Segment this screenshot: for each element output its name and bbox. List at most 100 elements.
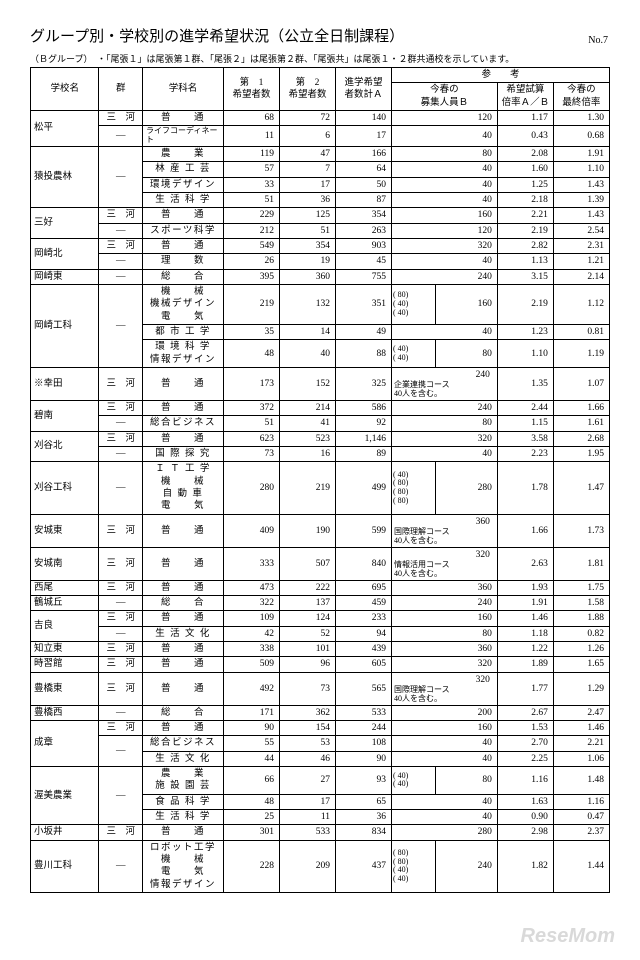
cell-r: 1.60 (497, 162, 553, 177)
cell-dept: スポーツ科学 (143, 223, 224, 238)
cell-c1: 73 (223, 447, 279, 462)
page-number: No.7 (588, 35, 608, 46)
cell-dept: Ｉ Ｔ 工 学機 械自 動 車電 気 (143, 462, 224, 514)
table-row: 吉良三 河普 通1091242331601.461.88 (31, 611, 610, 626)
cell-r: 3.58 (497, 431, 553, 446)
cell-dept: ロボット工学機 械電 気情報デザイン (143, 840, 224, 892)
table-row: 豊川工科—ロボット工学機 械電 気情報デザイン228209437( 80)( 8… (31, 840, 610, 892)
cell-c2: 19 (279, 254, 335, 269)
header-note: （Ｂグループ） ・「尾張１」は尾張第１群、「尾張２」は尾張第２群、「尾張共」は尾… (30, 52, 610, 65)
cell-school: 刈谷工科 (31, 462, 99, 514)
cell-grp: 三 河 (99, 721, 143, 736)
cell-b: 120 (392, 111, 498, 126)
cell-dept: 国 際 探 究 (143, 447, 224, 462)
cell-a: 840 (336, 547, 392, 580)
cell-r: 1.22 (497, 642, 553, 657)
table-row: 豊橋東三 河普 通49273565320国際理解コース40人を含む。1.771.… (31, 672, 610, 705)
cell-a: 88 (336, 340, 392, 368)
table-row: 豊橋西—総 合1713625332002.672.47 (31, 705, 610, 720)
cell-f: 2.21 (553, 736, 609, 751)
cell-b: 280 (392, 825, 498, 840)
cell-f: 1.30 (553, 111, 609, 126)
watermark: ReseMom (521, 925, 615, 948)
cell-school: 時習館 (31, 657, 99, 672)
cell-grp: — (99, 223, 143, 238)
cell-c2: 137 (279, 596, 335, 611)
cell-b-bracket: ( 80)( 40)( 40) (392, 285, 436, 325)
cell-c1: 322 (223, 596, 279, 611)
cell-dept: 環境デザイン (143, 177, 224, 192)
table-row: —生 活 文 化425294801.180.82 (31, 626, 610, 641)
cell-dept: 普 通 (143, 672, 224, 705)
cell-r: 2.44 (497, 401, 553, 416)
cell-grp: — (99, 596, 143, 611)
cell-grp: 三 河 (99, 514, 143, 547)
cell-f: 1.44 (553, 840, 609, 892)
cell-b: 360 (392, 642, 498, 657)
cell-c2: 132 (279, 285, 335, 325)
table-row: 猿投農林—農 業11947166802.081.91 (31, 146, 610, 161)
cell-c1: 48 (223, 340, 279, 368)
cell-a: 533 (336, 705, 392, 720)
cell-c2: 124 (279, 611, 335, 626)
table-row: 時習館三 河普 通509966053201.891.65 (31, 657, 610, 672)
cell-dept: 普 通 (143, 368, 224, 401)
cell-a: 834 (336, 825, 392, 840)
cell-r: 1.77 (497, 672, 553, 705)
cell-school: 小坂井 (31, 825, 99, 840)
cell-school: 碧南 (31, 401, 99, 432)
cell-b: 40 (392, 794, 498, 809)
cell-r: 1.35 (497, 368, 553, 401)
cell-c1: 51 (223, 193, 279, 208)
table-row: 岡崎工科—機 械機械デザイン電 気219132351( 80)( 40)( 40… (31, 285, 610, 325)
cell-school: 三好 (31, 208, 99, 239)
cell-c2: 533 (279, 825, 335, 840)
cell-school: 岡崎東 (31, 269, 99, 284)
cell-dept: 都 市 工 学 (143, 325, 224, 340)
table-row: 鶴城丘—総 合3221374592401.911.58 (31, 596, 610, 611)
cell-c2: 214 (279, 401, 335, 416)
cell-r: 2.82 (497, 239, 553, 254)
cell-c2: 27 (279, 767, 335, 795)
cell-grp: 三 河 (99, 208, 143, 223)
cell-grp: 三 河 (99, 368, 143, 401)
cell-grp: — (99, 626, 143, 641)
cell-grp: — (99, 254, 143, 269)
cell-school: 西尾 (31, 580, 99, 595)
cell-r: 1.89 (497, 657, 553, 672)
cell-b: 360国際理解コース40人を含む。 (392, 514, 498, 547)
cell-dept: 理 数 (143, 254, 224, 269)
cell-b: 40 (392, 126, 498, 147)
cell-r: 2.63 (497, 547, 553, 580)
cell-r: 2.98 (497, 825, 553, 840)
cell-grp: 三 河 (99, 111, 143, 126)
h-c2: 第 2希望者数 (279, 68, 335, 111)
cell-f: 1.46 (553, 721, 609, 736)
cell-f: 1.07 (553, 368, 609, 401)
cell-grp: 三 河 (99, 431, 143, 446)
cell-dept: ライフコーディネート (143, 126, 224, 147)
cell-b: 40 (392, 736, 498, 751)
cell-c2: 40 (279, 340, 335, 368)
cell-c1: 492 (223, 672, 279, 705)
cell-c1: 409 (223, 514, 279, 547)
cell-f: 2.47 (553, 705, 609, 720)
cell-b: 320 (392, 657, 498, 672)
cell-c1: 229 (223, 208, 279, 223)
cell-dept: 普 通 (143, 611, 224, 626)
cell-f: 1.88 (553, 611, 609, 626)
cell-a: 325 (336, 368, 392, 401)
cell-b: 160 (392, 721, 498, 736)
cell-b: 320 (392, 239, 498, 254)
cell-c2: 14 (279, 325, 335, 340)
cell-dept: 普 通 (143, 239, 224, 254)
cell-c1: 26 (223, 254, 279, 269)
cell-grp: — (99, 146, 143, 207)
cell-c1: 51 (223, 416, 279, 431)
cell-c1: 473 (223, 580, 279, 595)
cell-f: 1.06 (553, 751, 609, 766)
page-title: グループ別・学校別の進学希望状況（公立全日制課程） (30, 25, 610, 46)
cell-c1: 338 (223, 642, 279, 657)
cell-b: 40 (392, 162, 498, 177)
cell-b: 320国際理解コース40人を含む。 (392, 672, 498, 705)
